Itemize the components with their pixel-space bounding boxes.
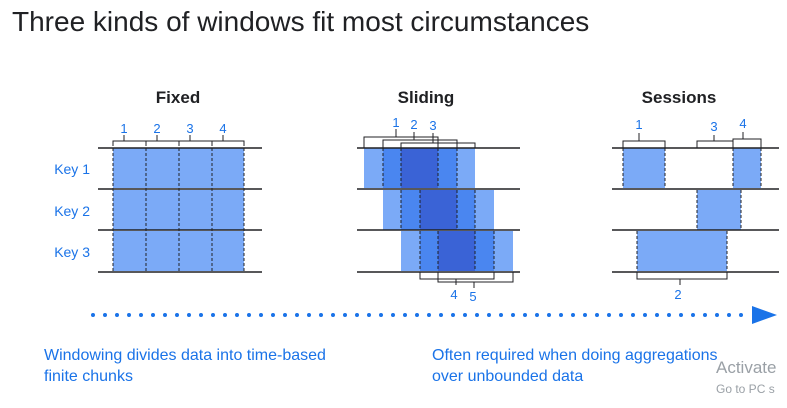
sessions-label: Sessions [642,88,717,107]
sliding-window-label-2: 2 [410,117,417,132]
sessions-key-lines [612,147,779,273]
sliding-window-label-5: 5 [469,289,476,304]
sessions-window-label-2: 2 [674,287,681,302]
key-label-3: Key 3 [54,244,90,260]
fixed-window-label-1: 1 [120,121,127,136]
sessions-top-brackets [622,132,762,148]
fixed-dividers [112,148,245,271]
sessions-bottom-bracket [636,272,728,285]
key-label-1: Key 1 [54,161,90,177]
fixed-window-label-2: 2 [153,121,160,136]
time-arrow [91,306,777,324]
sliding-window-label-1: 1 [392,115,399,130]
sliding-label: Sliding [398,88,455,107]
sliding-dividers [382,148,495,271]
session-block [733,148,761,188]
sessions-window-label-4: 4 [739,116,746,131]
page-title: Three kinds of windows fit most circumst… [12,6,590,37]
session-block [623,148,665,188]
fixed-key-lines [98,147,262,273]
sessions-window-label-1: 1 [635,117,642,132]
sliding-bottom-brackets [419,272,514,288]
sliding-block [438,231,475,271]
fixed-panel: Fixed 1 2 3 4 [54,88,262,273]
sessions-window-label-3: 3 [710,119,717,134]
sliding-block [420,190,457,230]
sessions-panel: Sessions 1 3 4 [612,88,779,302]
session-block [697,190,741,230]
fixed-label: Fixed [156,88,200,107]
sliding-block [401,148,438,188]
session-block [637,231,727,271]
sliding-top-brackets [363,129,476,148]
fixed-window-label-4: 4 [219,121,226,136]
sliding-window-label-4: 4 [450,287,457,302]
fixed-brackets [112,135,245,146]
fixed-window-label-3: 3 [186,121,193,136]
sliding-panel: Sliding 1 2 3 [357,88,520,304]
watermark-line-1: Activate [716,358,777,377]
key-label-2: Key 2 [54,203,90,219]
caption-left: Windowing divides data into time-based f… [44,347,326,385]
caption-right: Often required when doing aggregations o… [432,347,718,385]
time-arrow-head [752,306,777,324]
watermark-line-2: Go to PC s [716,382,775,396]
sliding-window-label-3: 3 [429,118,436,133]
sessions-dividers [622,148,762,271]
